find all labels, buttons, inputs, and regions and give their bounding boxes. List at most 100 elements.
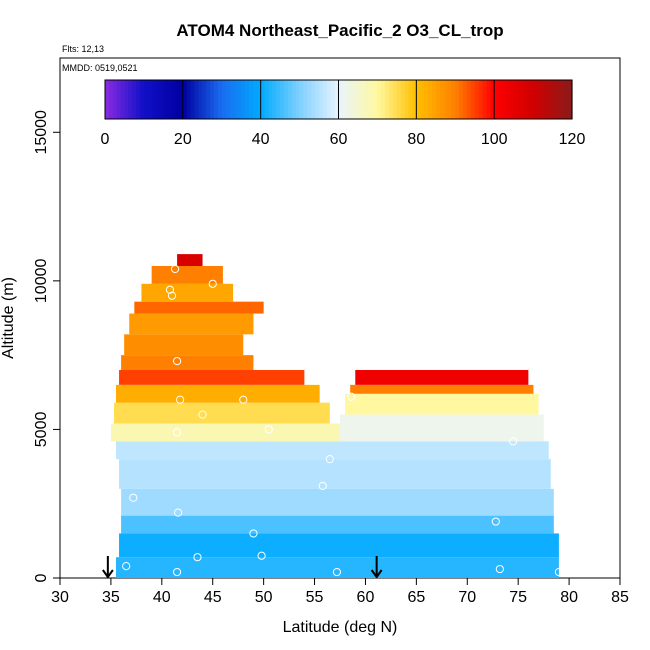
sample-point (112, 490, 122, 499)
colorbar-swatch (505, 80, 511, 119)
y-tick-label: 10000 (33, 259, 50, 304)
sample-point (491, 517, 500, 526)
colorbar-swatch (463, 80, 468, 119)
colorbar-swatch (202, 80, 207, 119)
colorbar-swatch (175, 80, 180, 119)
colorbar-swatch (319, 80, 324, 119)
curtain-cell (340, 414, 544, 442)
colorbar-swatch (482, 80, 487, 119)
colorbar-swatch (439, 80, 445, 119)
colorbar-swatch (369, 80, 375, 119)
colorbar-swatch (315, 80, 320, 119)
colorbar-swatch (167, 80, 172, 119)
colorbar-tick-label: 60 (330, 131, 348, 148)
sample-point (172, 356, 182, 366)
sample-point (129, 493, 138, 502)
colorbar-swatch (330, 80, 336, 119)
colorbar-swatch (517, 80, 523, 119)
colorbar-swatch (377, 80, 382, 119)
curtain-cell (121, 515, 554, 534)
sample-point (174, 508, 183, 517)
colorbar-swatch (361, 80, 367, 119)
sample-point (508, 437, 518, 446)
colorbar-swatch (140, 80, 145, 119)
colorbar-swatch (428, 80, 433, 119)
colorbar-swatch (322, 80, 328, 119)
colorbar-swatch (431, 80, 437, 119)
colorbar-swatch (217, 80, 223, 119)
colorbar-tick-label: 80 (407, 131, 425, 148)
colorbar-swatch (291, 80, 297, 119)
colorbar-swatch (373, 80, 379, 119)
colorbar-swatch (354, 80, 359, 119)
colorbar-swatch (540, 80, 546, 119)
colorbar-swatch (459, 80, 464, 119)
colorbar-swatch (210, 80, 215, 119)
sample-point (347, 392, 356, 401)
colorbar-swatch (381, 80, 386, 119)
colorbar-swatch (544, 80, 550, 119)
x-tick-label: 50 (255, 589, 273, 606)
colorbar-swatch (525, 80, 530, 119)
curtain-cell (350, 384, 534, 394)
colorbar-swatch (490, 80, 495, 119)
sample-point (122, 562, 131, 571)
colorbar-swatch (186, 80, 192, 119)
curtain-cell (119, 459, 551, 489)
sample-point (176, 395, 185, 404)
sample-point (554, 567, 564, 577)
colorbar-swatch (303, 80, 308, 119)
sample-point (539, 401, 548, 410)
colorbar-swatch (272, 80, 277, 119)
x-tick-label: 45 (204, 589, 222, 606)
curtain-cell (119, 370, 305, 385)
colorbar-tick-label: 0 (101, 131, 110, 148)
colorbar-swatch (225, 80, 231, 119)
colorbar-swatch (295, 80, 301, 119)
colorbar-swatch (521, 80, 526, 119)
x-tick-label: 40 (153, 589, 171, 606)
colorbar-swatch (486, 80, 491, 119)
colorbar-swatch (560, 80, 565, 119)
sample-point (257, 551, 266, 560)
sample-point (208, 279, 217, 288)
curtain-cell (113, 402, 330, 424)
curtain-cell (116, 557, 559, 578)
colorbar-swatch (338, 80, 343, 119)
colorbar-swatch (357, 80, 363, 119)
dates-annotation: MMDD: 0519,0521 (62, 63, 138, 73)
y-tick-label: 15000 (33, 110, 50, 155)
colorbar-swatch (311, 80, 316, 119)
colorbar-swatch (470, 80, 476, 119)
colorbar-swatch (143, 80, 149, 119)
colorbar-swatch (435, 80, 441, 119)
curtain-cell (119, 533, 559, 558)
y-tick-label: 5000 (33, 412, 50, 448)
colorbar-swatch (194, 80, 199, 119)
colorbar-swatch (443, 80, 449, 119)
colorbar-swatch (350, 80, 355, 119)
x-tick-label: 55 (306, 589, 324, 606)
sample-points (112, 264, 564, 577)
colorbar-swatch (536, 80, 542, 119)
colorbar-swatch (365, 80, 371, 119)
colorbar-swatch (533, 80, 538, 119)
curtain-cells (110, 254, 559, 578)
colorbar-swatch (132, 80, 137, 119)
colorbar-swatch (252, 80, 258, 119)
curtain-cell (129, 313, 254, 335)
colorbar-swatch (424, 80, 429, 119)
colorbar-swatch (494, 80, 499, 119)
colorbar-swatch (400, 80, 406, 119)
colorbar-swatch (237, 80, 242, 119)
colorbar-swatch (408, 80, 414, 119)
curtain-cell (116, 441, 549, 460)
colorbar-swatch (334, 80, 340, 119)
colorbar-swatch (420, 80, 425, 119)
colorbar-swatch (233, 80, 238, 119)
arrows (102, 556, 383, 579)
x-tick-label: 35 (102, 589, 120, 606)
colorbar-swatch (159, 80, 164, 119)
colorbar-swatch (529, 80, 534, 119)
colorbar-swatch (568, 80, 573, 119)
